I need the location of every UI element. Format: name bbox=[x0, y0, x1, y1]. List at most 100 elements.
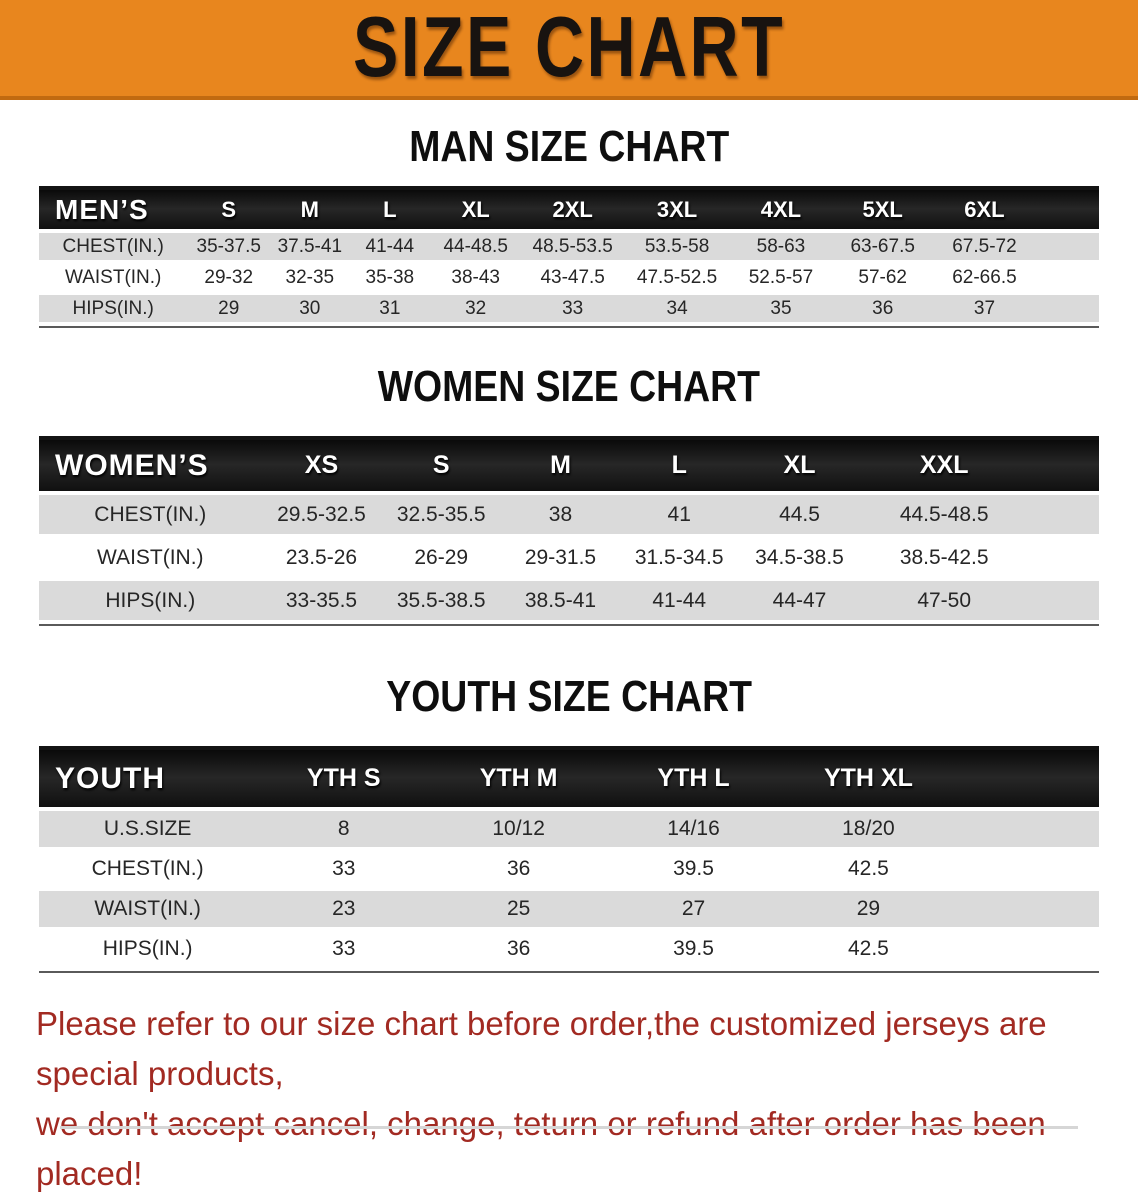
row-label: HIPS(IN.) bbox=[39, 929, 257, 971]
size-value: 44-47 bbox=[738, 579, 861, 624]
youth-column-header: YTH S bbox=[256, 750, 432, 811]
size-value: 35.5-38.5 bbox=[381, 579, 502, 624]
size-chart-banner: SIZE CHART bbox=[0, 0, 1138, 100]
size-value: 47-50 bbox=[860, 579, 1028, 624]
youth-section-heading: YOUTH SIZE CHART bbox=[0, 674, 1138, 720]
size-value: 41-44 bbox=[349, 231, 431, 264]
row-label: HIPS(IN.) bbox=[39, 293, 188, 326]
size-value: 52.5-57 bbox=[730, 262, 832, 295]
men-header-row: MEN’S S M L XL 2XL 3XL 4XL 5XL 6XL bbox=[39, 190, 1099, 233]
size-value: 29.5-32.5 bbox=[261, 493, 382, 538]
women-column-header: XXL bbox=[860, 440, 1028, 495]
spacer-cell bbox=[1027, 440, 1099, 495]
men-section-heading: MAN SIZE CHART bbox=[0, 124, 1138, 170]
women-size-table: WOMEN’S XS S M L XL XXL CHEST(IN.) 29.5-… bbox=[39, 440, 1099, 624]
size-value: 41 bbox=[619, 493, 739, 538]
women-table-bottom-rule bbox=[39, 624, 1099, 626]
size-value: 35 bbox=[730, 293, 832, 326]
spacer-cell bbox=[955, 809, 1099, 851]
size-value: 29 bbox=[780, 889, 956, 931]
size-value: 31.5-34.5 bbox=[619, 536, 739, 581]
size-value: 58-63 bbox=[730, 231, 832, 264]
men-section-heading-text: MAN SIZE CHART bbox=[409, 122, 729, 171]
youth-hips-row: HIPS(IN.) 33 36 39.5 42.5 bbox=[39, 929, 1099, 971]
size-value: 34 bbox=[624, 293, 731, 326]
row-label: WAIST(IN.) bbox=[39, 889, 257, 931]
size-value: 36 bbox=[431, 929, 607, 971]
size-value: 35-38 bbox=[349, 262, 431, 295]
size-value: 42.5 bbox=[780, 929, 956, 971]
women-group-label: WOMEN’S bbox=[39, 440, 262, 495]
size-value: 18/20 bbox=[780, 809, 956, 851]
size-value: 43-47.5 bbox=[521, 262, 625, 295]
youth-section-heading-text: YOUTH SIZE CHART bbox=[386, 672, 752, 721]
spacer-cell bbox=[1027, 579, 1099, 624]
size-value: 38 bbox=[501, 493, 620, 538]
row-label: CHEST(IN.) bbox=[39, 493, 262, 538]
men-column-header: 2XL bbox=[521, 190, 625, 233]
men-size-table: MEN’S S M L XL 2XL 3XL 4XL 5XL 6XL CHEST… bbox=[39, 190, 1099, 326]
disclaimer-note: Please refer to our size chart before or… bbox=[0, 999, 1138, 1199]
men-column-header: XL bbox=[430, 190, 522, 233]
size-value: 34.5-38.5 bbox=[738, 536, 861, 581]
youth-column-header: YTH M bbox=[431, 750, 607, 811]
spacer-cell bbox=[1035, 262, 1099, 295]
size-value: 48.5-53.5 bbox=[521, 231, 625, 264]
row-label: CHEST(IN.) bbox=[39, 849, 257, 891]
row-label: CHEST(IN.) bbox=[39, 231, 188, 264]
size-value: 25 bbox=[431, 889, 607, 931]
size-value: 32-35 bbox=[270, 262, 350, 295]
men-column-header: S bbox=[187, 190, 271, 233]
women-column-header: L bbox=[619, 440, 739, 495]
size-value: 35-37.5 bbox=[187, 231, 271, 264]
size-value: 36 bbox=[831, 293, 934, 326]
youth-chest-row: CHEST(IN.) 33 36 39.5 42.5 bbox=[39, 849, 1099, 891]
size-value: 32 bbox=[430, 293, 522, 326]
spacer-cell bbox=[1035, 231, 1099, 264]
men-group-label: MEN’S bbox=[39, 190, 188, 233]
women-section-heading: WOMEN SIZE CHART bbox=[0, 364, 1138, 410]
size-value: 44.5 bbox=[738, 493, 861, 538]
size-value: 38-43 bbox=[430, 262, 522, 295]
size-value: 31 bbox=[349, 293, 431, 326]
size-value: 32.5-35.5 bbox=[381, 493, 502, 538]
youth-column-header: YTH L bbox=[606, 750, 781, 811]
size-value: 37 bbox=[933, 293, 1036, 326]
banner-title: SIZE CHART bbox=[353, 0, 785, 95]
men-column-header: M bbox=[270, 190, 350, 233]
size-value: 41-44 bbox=[619, 579, 739, 624]
size-value: 27 bbox=[606, 889, 781, 931]
spacer-cell bbox=[955, 750, 1099, 811]
size-value: 29 bbox=[187, 293, 271, 326]
spacer-cell bbox=[1035, 190, 1099, 233]
youth-table-top-rule bbox=[39, 746, 1099, 750]
men-waist-row: WAIST(IN.) 29-32 32-35 35-38 38-43 43-47… bbox=[39, 262, 1099, 295]
size-value: 63-67.5 bbox=[831, 231, 934, 264]
size-value: 33 bbox=[256, 849, 432, 891]
size-value: 44.5-48.5 bbox=[860, 493, 1028, 538]
disclaimer-line-1: Please refer to our size chart before or… bbox=[36, 1005, 1047, 1092]
women-column-header: XL bbox=[738, 440, 861, 495]
size-value: 42.5 bbox=[780, 849, 956, 891]
size-value: 44-48.5 bbox=[430, 231, 522, 264]
men-column-header: 3XL bbox=[624, 190, 731, 233]
women-waist-row: WAIST(IN.) 23.5-26 26-29 29-31.5 31.5-34… bbox=[39, 536, 1099, 581]
women-chest-row: CHEST(IN.) 29.5-32.5 32.5-35.5 38 41 44.… bbox=[39, 493, 1099, 538]
women-hips-row: HIPS(IN.) 33-35.5 35.5-38.5 38.5-41 41-4… bbox=[39, 579, 1099, 624]
youth-header-row: YOUTH YTH S YTH M YTH L YTH XL bbox=[39, 750, 1099, 811]
size-value: 39.5 bbox=[606, 849, 781, 891]
youth-group-label: YOUTH bbox=[39, 750, 257, 811]
youth-table-bottom-rule bbox=[39, 971, 1099, 973]
size-value: 33 bbox=[521, 293, 625, 326]
size-value: 33-35.5 bbox=[261, 579, 382, 624]
youth-waist-row: WAIST(IN.) 23 25 27 29 bbox=[39, 889, 1099, 931]
women-section-heading-text: WOMEN SIZE CHART bbox=[377, 362, 761, 411]
row-label: WAIST(IN.) bbox=[39, 262, 188, 295]
size-value: 67.5-72 bbox=[933, 231, 1036, 264]
women-column-header: S bbox=[381, 440, 502, 495]
size-value: 36 bbox=[431, 849, 607, 891]
size-value: 39.5 bbox=[606, 929, 781, 971]
size-value: 38.5-42.5 bbox=[860, 536, 1028, 581]
youth-size-table: YOUTH YTH S YTH M YTH L YTH XL U.S.SIZE … bbox=[39, 750, 1099, 971]
men-table-bottom-rule bbox=[39, 326, 1099, 328]
